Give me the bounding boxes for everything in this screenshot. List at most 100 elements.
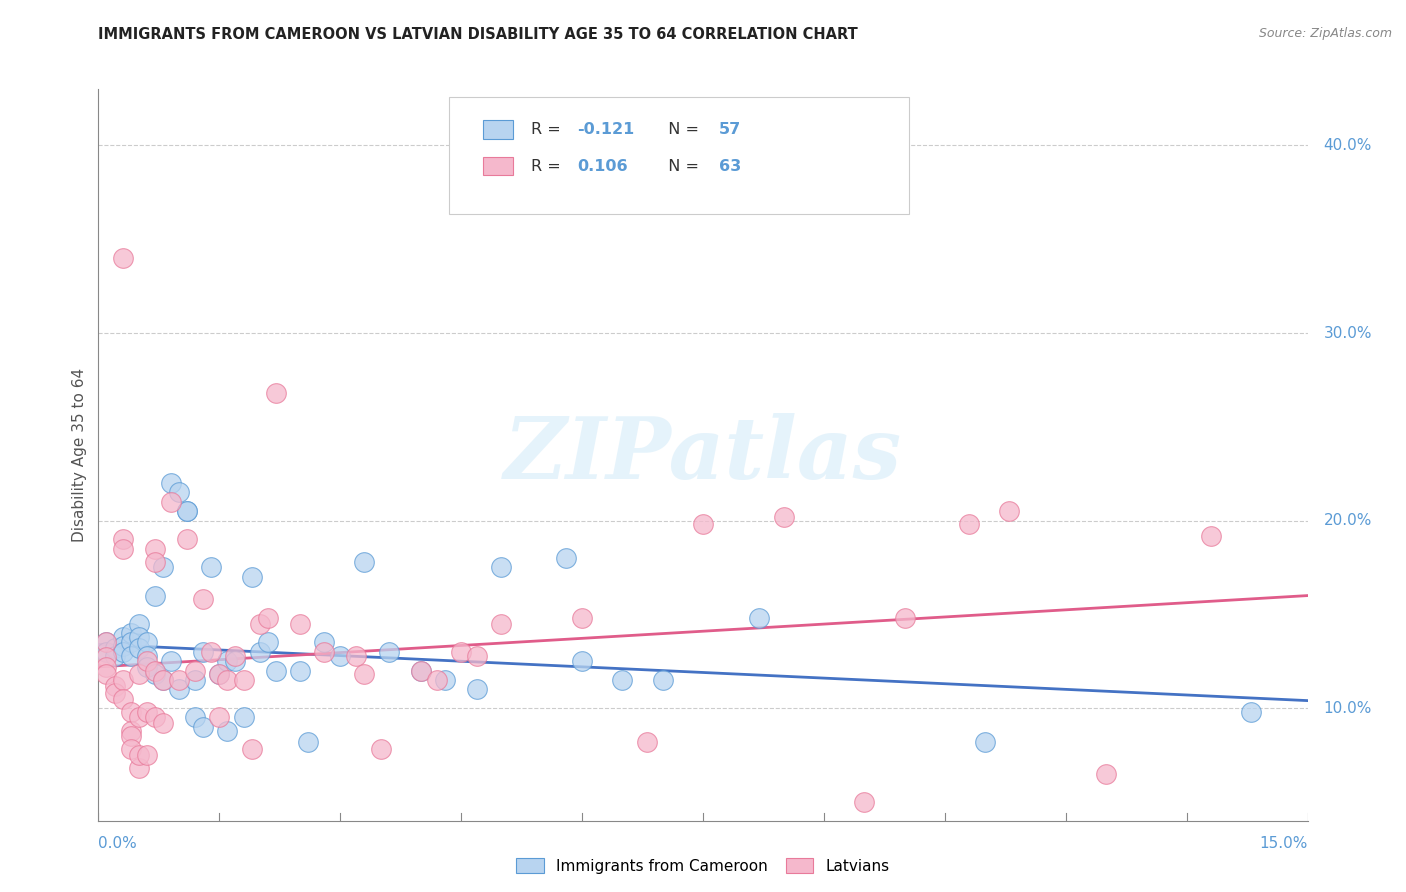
Point <box>167 682 190 697</box>
Point <box>128 710 150 724</box>
Point <box>256 611 278 625</box>
Point <box>160 476 183 491</box>
Point <box>465 648 488 663</box>
Point <box>143 710 166 724</box>
Text: IMMIGRANTS FROM CAMEROON VS LATVIAN DISABILITY AGE 35 TO 64 CORRELATION CHART: IMMIGRANTS FROM CAMEROON VS LATVIAN DISA… <box>98 27 858 42</box>
Point <box>491 560 513 574</box>
Point <box>636 735 658 749</box>
Point <box>103 648 125 663</box>
Y-axis label: Disability Age 35 to 64: Disability Age 35 to 64 <box>72 368 87 542</box>
Point <box>314 645 336 659</box>
Point <box>748 611 770 625</box>
Point <box>152 673 174 687</box>
Point <box>434 673 457 687</box>
Text: 0.106: 0.106 <box>578 159 628 174</box>
Point <box>111 673 134 687</box>
Text: N =: N = <box>658 159 704 174</box>
Text: ZIPatlas: ZIPatlas <box>503 413 903 497</box>
Point <box>370 742 392 756</box>
Point <box>297 735 319 749</box>
Point <box>135 654 157 668</box>
Point <box>120 635 142 649</box>
Point <box>353 555 375 569</box>
Point <box>264 386 287 401</box>
Point <box>571 611 593 625</box>
Point <box>176 504 198 518</box>
Point <box>96 635 118 649</box>
Point <box>1240 705 1263 719</box>
Point <box>329 648 352 663</box>
Point <box>96 660 118 674</box>
Point <box>249 616 271 631</box>
Text: R =: R = <box>531 122 567 137</box>
Point <box>232 710 254 724</box>
Point <box>120 648 142 663</box>
Point <box>612 673 634 687</box>
Text: R =: R = <box>531 159 567 174</box>
Point <box>111 645 134 659</box>
Point <box>240 742 263 756</box>
Point <box>224 648 246 663</box>
Point <box>103 679 125 693</box>
Point <box>692 517 714 532</box>
Point <box>167 485 190 500</box>
Point <box>128 641 150 656</box>
Point <box>111 533 134 547</box>
Point <box>571 654 593 668</box>
Point <box>103 641 125 656</box>
Text: 20.0%: 20.0% <box>1323 513 1372 528</box>
Legend: Immigrants from Cameroon, Latvians: Immigrants from Cameroon, Latvians <box>510 852 896 880</box>
Point <box>111 251 134 265</box>
Point <box>288 664 311 678</box>
Point <box>120 723 142 738</box>
Point <box>240 570 263 584</box>
Point <box>120 705 142 719</box>
Point <box>103 686 125 700</box>
Point <box>217 723 239 738</box>
Point <box>893 611 915 625</box>
Point <box>314 635 336 649</box>
Point <box>135 648 157 663</box>
Point <box>96 650 118 665</box>
Point <box>344 648 367 663</box>
Point <box>409 664 432 678</box>
FancyBboxPatch shape <box>482 157 513 175</box>
Point <box>232 673 254 687</box>
Point <box>184 673 207 687</box>
Point <box>160 654 183 668</box>
Point <box>450 645 472 659</box>
Point <box>135 705 157 719</box>
Text: N =: N = <box>658 122 704 137</box>
Point <box>555 551 578 566</box>
Point <box>111 541 134 556</box>
Point <box>772 509 794 524</box>
Point <box>128 616 150 631</box>
Point <box>217 654 239 668</box>
Text: 10.0%: 10.0% <box>1323 700 1372 715</box>
Point <box>135 660 157 674</box>
Point <box>111 630 134 644</box>
Point <box>152 673 174 687</box>
Point <box>998 504 1021 518</box>
Text: -0.121: -0.121 <box>578 122 634 137</box>
Point <box>208 667 231 681</box>
Point <box>152 560 174 574</box>
Point <box>176 533 198 547</box>
Point <box>96 667 118 681</box>
Point <box>256 635 278 649</box>
Point <box>143 667 166 681</box>
Point <box>1199 528 1222 542</box>
Point <box>135 747 157 762</box>
Point <box>353 667 375 681</box>
Text: 30.0%: 30.0% <box>1323 326 1372 341</box>
Point <box>974 735 997 749</box>
FancyBboxPatch shape <box>482 120 513 138</box>
Point <box>491 616 513 631</box>
Point <box>264 664 287 678</box>
Point <box>143 664 166 678</box>
Point <box>200 560 222 574</box>
Point <box>120 729 142 743</box>
Point <box>957 517 980 532</box>
Point <box>152 716 174 731</box>
Point <box>193 720 215 734</box>
